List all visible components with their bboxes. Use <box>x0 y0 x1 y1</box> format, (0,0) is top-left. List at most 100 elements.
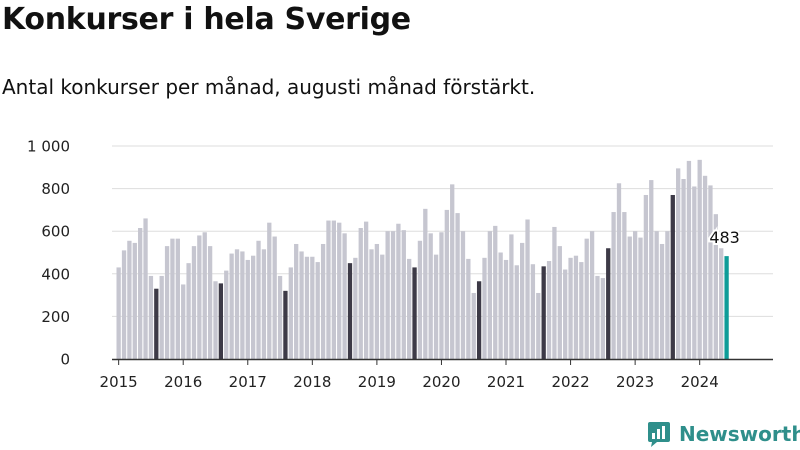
bar <box>261 249 267 359</box>
bar <box>380 254 385 359</box>
y-tick-label: 1 000 <box>27 138 70 156</box>
bar <box>476 281 482 359</box>
x-tick-label: 2022 <box>551 373 589 391</box>
bar <box>433 254 439 359</box>
bar <box>148 275 154 359</box>
bar <box>600 278 605 359</box>
bar <box>439 232 444 359</box>
bar <box>191 246 197 359</box>
bar <box>686 160 692 359</box>
bar <box>520 242 525 359</box>
bar <box>487 231 493 359</box>
bar <box>622 212 627 359</box>
bar <box>202 232 207 359</box>
x-tick-label: 2023 <box>616 373 654 391</box>
bar <box>132 242 137 359</box>
chart-subtitle: Antal konkurser per månad, augusti månad… <box>2 75 536 99</box>
x-tick-label: 2021 <box>487 373 525 391</box>
bar <box>385 231 390 359</box>
bar <box>175 238 180 359</box>
bar <box>541 266 546 359</box>
bar <box>337 222 342 359</box>
brand-name: Newsworthy <box>679 422 800 446</box>
bar <box>396 223 401 359</box>
bar <box>326 220 331 359</box>
bar <box>676 168 681 359</box>
bar <box>181 284 186 359</box>
bar <box>116 267 121 359</box>
bar <box>251 255 256 359</box>
x-tick-label: 2019 <box>358 373 396 391</box>
bar <box>509 234 514 359</box>
bar <box>450 184 455 359</box>
bar <box>288 267 293 359</box>
bar <box>649 180 654 359</box>
bar-chart: 0 200 400 600 800 1 000 2015 2016 2017 2018 2019 20… <box>27 138 773 391</box>
bar <box>659 243 665 359</box>
bar <box>466 258 471 359</box>
bar <box>299 251 304 359</box>
bar <box>353 257 358 359</box>
bar <box>503 259 509 359</box>
bar <box>417 240 423 359</box>
x-tick-label: 2020 <box>422 373 460 391</box>
x-tick-label: 2017 <box>229 373 267 391</box>
bar <box>708 185 713 359</box>
x-tick-label: 2018 <box>293 373 331 391</box>
bar <box>224 270 229 359</box>
bar <box>498 252 503 359</box>
bar <box>277 275 283 359</box>
bar <box>589 231 595 359</box>
bar <box>530 264 536 359</box>
bar <box>536 292 541 359</box>
bar <box>412 267 417 359</box>
bar <box>363 221 369 359</box>
bar <box>159 275 164 359</box>
bar <box>197 235 202 359</box>
bar <box>283 290 288 359</box>
bar <box>595 275 600 359</box>
bar <box>627 236 632 359</box>
bar <box>401 230 406 359</box>
bar <box>654 231 659 359</box>
bar <box>304 256 310 359</box>
bar <box>218 283 224 359</box>
bar <box>460 231 466 359</box>
bar <box>681 179 686 359</box>
y-tick-label: 800 <box>41 180 70 198</box>
bar <box>702 175 708 359</box>
bar <box>493 225 498 359</box>
bar <box>369 249 374 359</box>
bar <box>154 288 159 359</box>
bar <box>670 194 675 359</box>
bar <box>164 246 170 359</box>
x-tick-label: 2024 <box>681 373 719 391</box>
bar <box>584 238 589 359</box>
brand-logo[interactable]: Newsworthy <box>645 420 800 448</box>
bar <box>632 231 638 359</box>
bar <box>514 265 519 359</box>
bar <box>272 236 277 359</box>
bar <box>455 213 460 359</box>
bar <box>267 222 272 359</box>
bar <box>342 233 347 359</box>
bar <box>390 231 396 359</box>
bar <box>374 243 380 359</box>
newsworthy-chart-icon <box>648 422 670 447</box>
bar <box>471 292 476 359</box>
bar <box>719 248 724 359</box>
bar <box>616 183 622 359</box>
bar <box>121 250 127 359</box>
x-tick-label: 2015 <box>100 373 138 391</box>
bar <box>697 159 702 359</box>
bar <box>692 186 697 359</box>
bar <box>315 262 320 359</box>
bar <box>347 263 353 359</box>
bar <box>407 258 412 359</box>
bar <box>213 281 218 359</box>
chart-title: Konkurser i hela Sverige <box>2 2 411 37</box>
bar <box>256 240 261 359</box>
bar <box>568 257 573 359</box>
bar <box>579 262 584 359</box>
bar <box>358 228 363 359</box>
